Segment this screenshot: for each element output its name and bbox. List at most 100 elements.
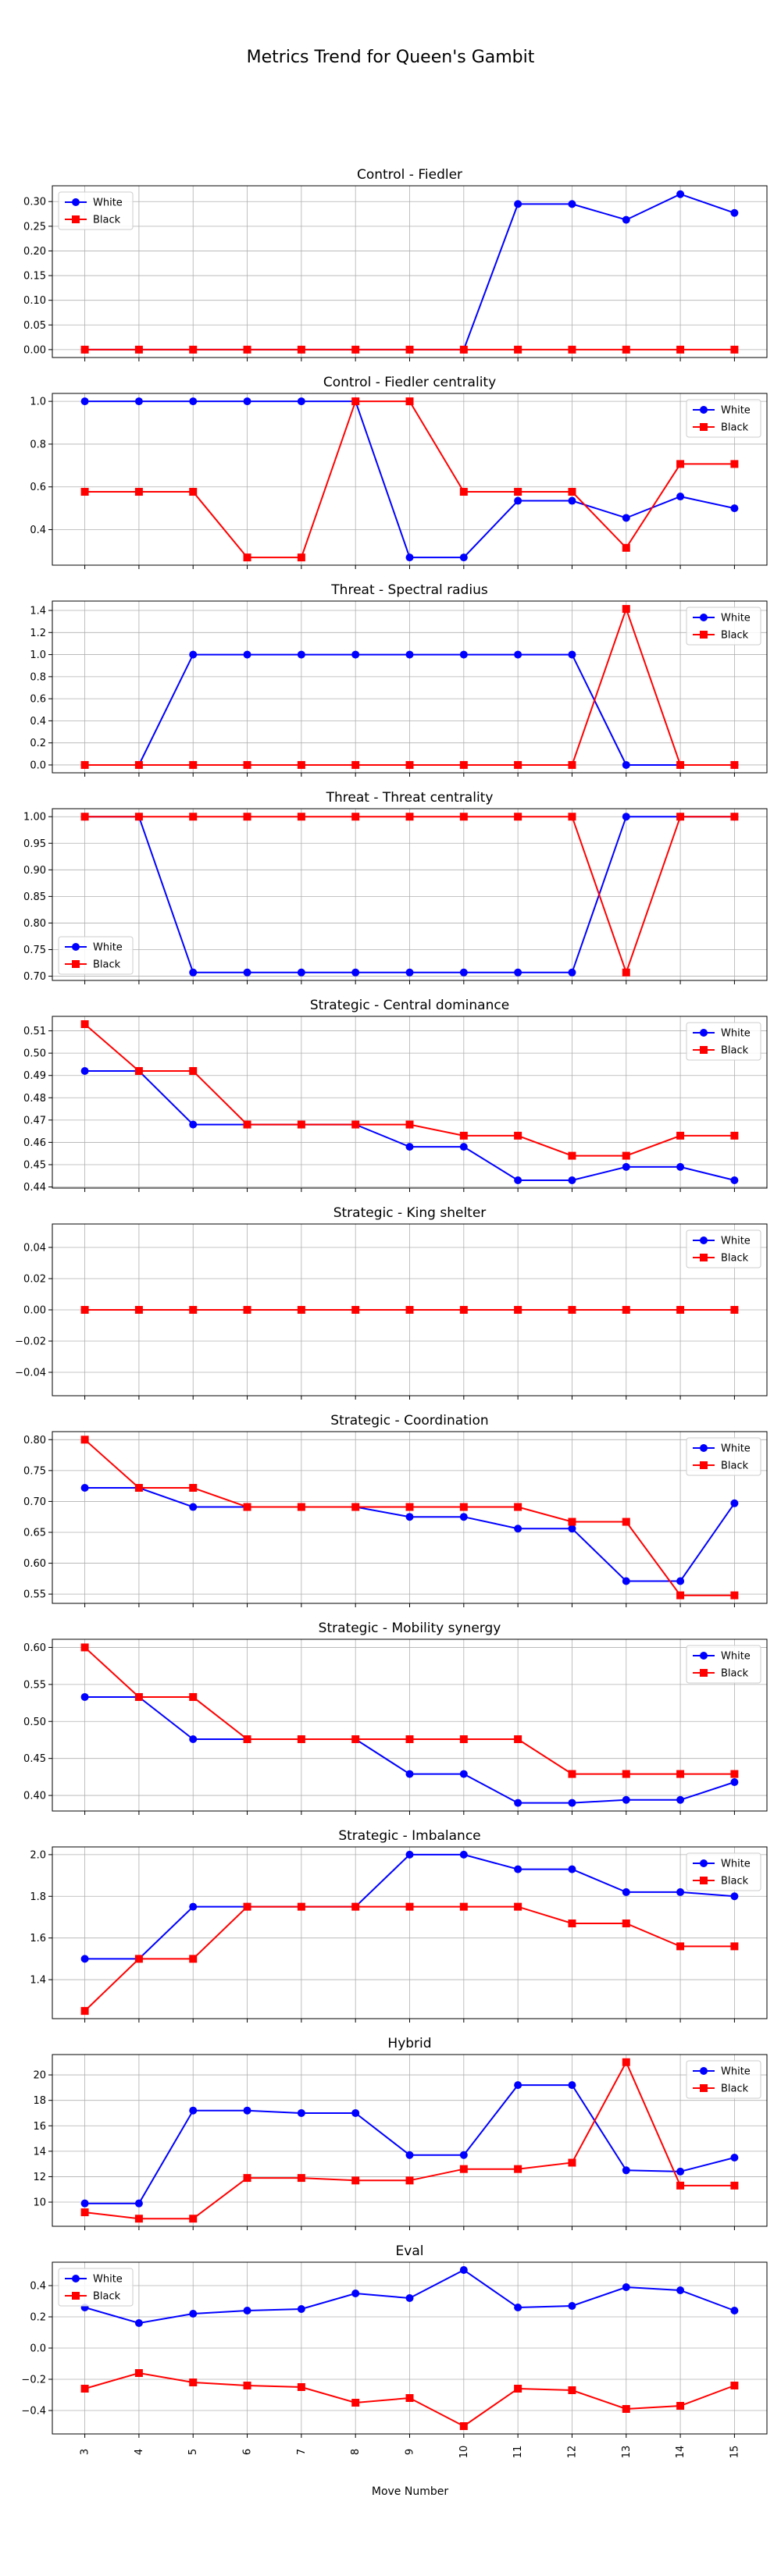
- y-tick-label: 0.25: [23, 221, 46, 233]
- subplot-7: Strategic - Coordination 0.55 0.60 0.65 0.70…: [23, 1413, 768, 1607]
- data-point-white: [730, 2307, 739, 2314]
- y-tick-label: 1.0: [30, 649, 46, 661]
- data-point-white: [730, 208, 739, 217]
- y-tick-label: 2.0: [30, 1849, 46, 1861]
- data-point-white: [514, 1799, 522, 1807]
- data-point-white: [730, 2154, 739, 2161]
- data-point-black: [351, 345, 360, 354]
- legend-marker-black: [72, 2292, 80, 2300]
- y-tick-label: 0.2: [30, 2312, 46, 2324]
- data-point-black: [189, 2215, 198, 2223]
- y-tick-label: 0.6: [30, 694, 46, 706]
- grid: [52, 2262, 767, 2434]
- data-point-black: [189, 488, 198, 496]
- data-point-black: [134, 813, 143, 821]
- data-point-white: [189, 1902, 198, 1911]
- data-point-white: [189, 397, 198, 406]
- y-tick-label: 0.2: [30, 738, 46, 749]
- y-tick-label: 0.05: [23, 320, 46, 332]
- data-point-white: [80, 1484, 89, 1493]
- data-point-black: [730, 760, 739, 769]
- y-tick-label: 0.85: [23, 891, 46, 903]
- subplot-4: Threat - Threat centrality 0.70 0.75 0.80 0.…: [23, 790, 768, 984]
- y-tick-label: 20: [33, 2070, 46, 2082]
- y-tick-label: 0.60: [23, 1558, 46, 1570]
- data-point-black: [297, 813, 305, 821]
- axes-frame: [52, 185, 768, 358]
- data-point-white: [730, 504, 739, 513]
- data-point-white: [514, 2304, 522, 2311]
- x-tick-label: 11: [512, 2446, 524, 2459]
- data-point-black: [730, 1770, 739, 1778]
- data-point-black: [243, 345, 251, 354]
- axes-frame: [52, 808, 768, 981]
- data-point-black: [134, 1484, 143, 1493]
- data-point-black: [297, 1735, 305, 1744]
- data-point-black: [514, 2165, 522, 2173]
- legend: White Black: [686, 2060, 761, 2099]
- grid: [52, 393, 767, 565]
- y-tick-label: 10: [33, 2197, 46, 2209]
- data-point-white: [405, 1513, 414, 1521]
- legend-label-white: White: [721, 1443, 751, 1455]
- data-point-white: [189, 2310, 198, 2318]
- legend-marker-white: [700, 1236, 708, 1244]
- data-point-black: [405, 1902, 414, 1911]
- subplot-3: Threat - Spectral radius 0.0 0.2 0.4 0.6 0.8 1…: [30, 582, 768, 777]
- legend-label-white: White: [721, 2066, 751, 2078]
- data-point-white: [676, 1577, 685, 1585]
- data-point-black: [514, 345, 522, 354]
- legend-marker-white: [72, 198, 80, 206]
- data-point-black: [730, 460, 739, 468]
- axes-frame: [52, 1846, 768, 2019]
- y-tick-label: 0.44: [23, 1182, 46, 1194]
- data-point-black: [134, 1692, 143, 1701]
- data-point-black: [80, 1643, 89, 1652]
- legend-marker-black: [700, 423, 708, 431]
- legend-label-white: White: [721, 1651, 751, 1663]
- legend-marker-black: [700, 2084, 708, 2092]
- series-black: [80, 345, 739, 354]
- data-point-black: [459, 2422, 468, 2430]
- data-point-white: [676, 2167, 685, 2176]
- data-point-black: [459, 1131, 468, 1140]
- legend-label-black: Black: [721, 1876, 749, 1888]
- data-point-black: [622, 968, 630, 977]
- data-point-black: [676, 1591, 685, 1599]
- x-tick-label: 6: [242, 2449, 254, 2455]
- grid: [52, 1639, 767, 1811]
- x-tick-label: 3: [80, 2449, 91, 2455]
- y-tick-label: 0.51: [23, 1026, 46, 1037]
- data-point-white: [676, 2286, 685, 2294]
- series-white: [80, 397, 739, 562]
- data-point-black: [568, 1306, 576, 1314]
- legend-label-black: Black: [93, 215, 121, 226]
- series-black: [80, 1902, 739, 2016]
- data-point-white: [568, 496, 576, 505]
- y-tick-label: 1.0: [30, 397, 46, 408]
- legend: White Black: [686, 1229, 761, 1268]
- data-point-black: [134, 1067, 143, 1075]
- data-point-white: [459, 650, 468, 659]
- data-point-black: [568, 1770, 576, 1778]
- data-point-black: [80, 2007, 89, 2016]
- data-point-white: [459, 1143, 468, 1151]
- data-point-black: [730, 2382, 739, 2389]
- data-point-black: [80, 1306, 89, 1314]
- data-point-white: [80, 1955, 89, 1963]
- axes-frame: [52, 2261, 768, 2435]
- legend: White Black: [58, 936, 134, 975]
- subplot-2: Control - Fiedler centrality 0.4 0.6 0.8 1.0…: [30, 375, 768, 569]
- data-point-black: [514, 488, 522, 496]
- data-point-white: [514, 200, 522, 208]
- data-point-black: [405, 2394, 414, 2402]
- data-point-black: [243, 1902, 251, 1911]
- data-point-black: [297, 553, 305, 562]
- data-point-black: [568, 1151, 576, 1160]
- legend-marker-white: [72, 943, 80, 951]
- legend-label-black: Black: [721, 1045, 749, 1057]
- data-point-black: [351, 397, 360, 406]
- series-black: [80, 1643, 739, 1778]
- y-tick-label: 1.4: [30, 606, 46, 617]
